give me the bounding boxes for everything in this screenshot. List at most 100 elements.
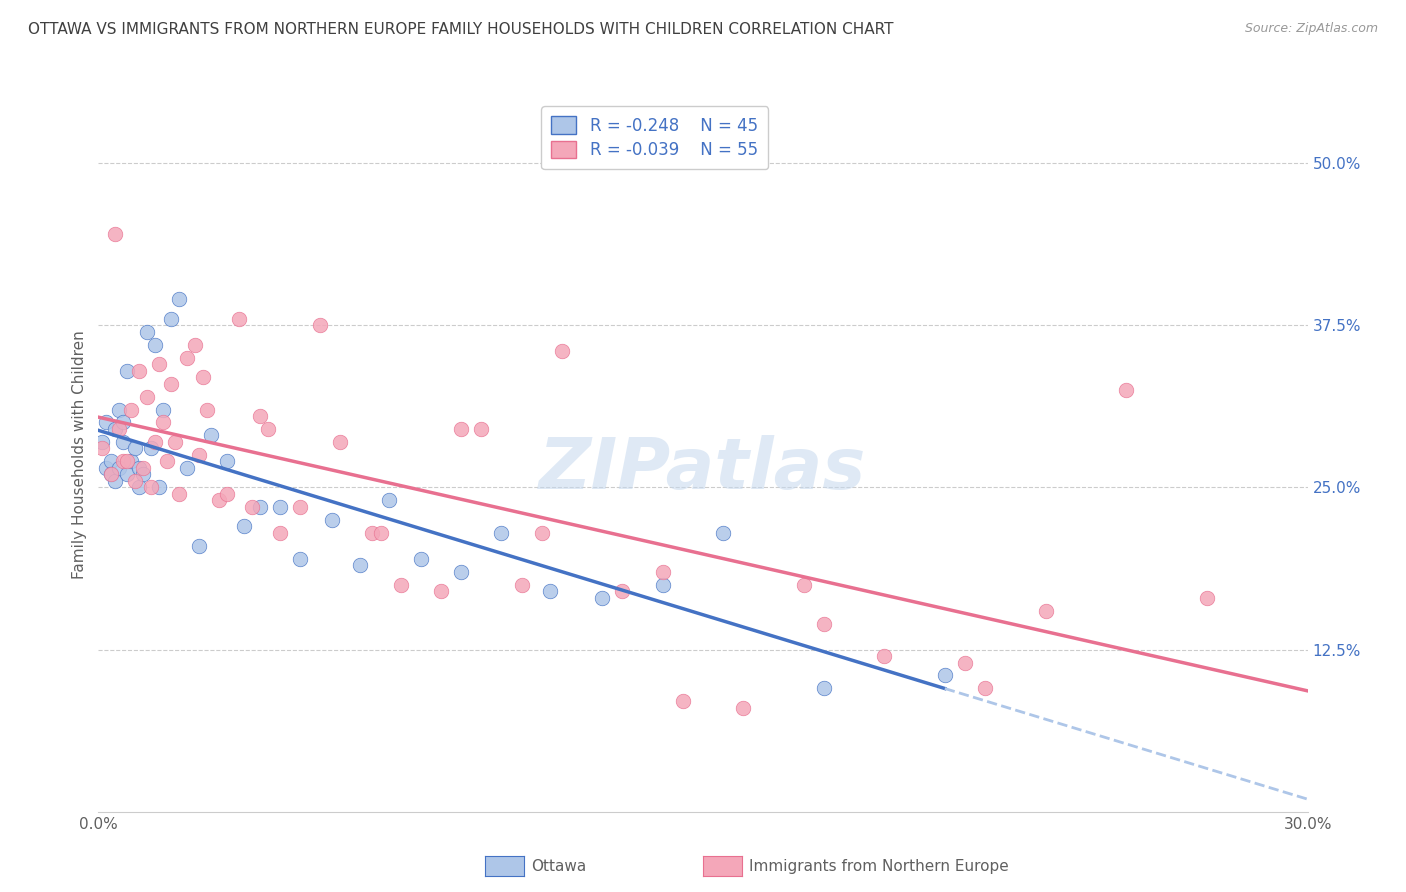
Point [143,337,166,351]
Point [139,442,162,456]
Point [672,694,695,708]
Point [813,681,835,696]
Text: Source: ZipAtlas.com: Source: ZipAtlas.com [1244,22,1378,36]
Point [91,442,114,456]
Point [124,442,146,456]
Point [148,480,170,494]
Point [184,337,207,351]
Point [329,434,352,449]
Point [409,551,432,566]
Point [176,351,198,365]
Point [269,500,291,514]
Point [256,422,278,436]
Point [148,357,170,371]
Point [934,668,956,682]
Y-axis label: Family Households with Children: Family Households with Children [72,331,87,579]
Point [107,461,129,475]
Point [240,500,263,514]
Point [249,500,271,514]
Point [100,467,122,482]
Point [953,656,976,670]
Point [450,565,472,579]
Point [107,422,129,436]
Point [115,454,138,468]
Point [551,344,574,359]
Point [873,648,896,663]
Point [1035,604,1057,618]
Point [377,493,399,508]
Point [193,370,215,384]
Point [152,402,174,417]
Point [430,584,453,599]
Point [176,461,198,475]
Point [100,467,122,482]
Point [389,577,412,591]
Point [160,376,183,391]
Point [813,616,835,631]
Point [132,461,155,475]
Point [167,292,190,306]
Text: ZIPatlas: ZIPatlas [540,434,866,504]
Point [111,434,134,449]
Point [793,577,815,591]
Point [96,416,118,430]
Point [115,363,138,377]
Point [228,311,250,326]
Point [120,454,142,468]
Point [208,493,231,508]
Point [128,480,150,494]
Point [152,416,174,430]
Point [232,519,254,533]
Point [103,422,125,436]
Point [128,363,150,377]
Point [269,525,291,540]
Point [612,584,634,599]
Point [217,487,239,501]
Point [103,227,125,242]
Point [288,551,311,566]
Point [103,474,125,488]
Point [510,577,533,591]
Point [120,402,142,417]
Point [450,422,472,436]
Point [538,584,561,599]
Point [491,525,513,540]
Point [974,681,997,696]
Point [167,487,190,501]
Point [288,500,311,514]
Point [591,591,613,605]
Point [91,434,114,449]
Point [321,513,343,527]
Point [139,480,162,494]
Text: OTTAWA VS IMMIGRANTS FROM NORTHERN EUROPE FAMILY HOUSEHOLDS WITH CHILDREN CORREL: OTTAWA VS IMMIGRANTS FROM NORTHERN EUROP… [28,22,894,37]
Point [135,390,157,404]
Text: Ottawa: Ottawa [531,859,586,873]
Point [188,539,211,553]
Point [135,325,157,339]
Point [711,525,734,540]
Point [530,525,553,540]
Text: Immigrants from Northern Europe: Immigrants from Northern Europe [749,859,1010,873]
Point [143,434,166,449]
Point [470,422,492,436]
Point [309,318,332,333]
Point [200,428,222,442]
Point [733,701,755,715]
Point [128,461,150,475]
Point [160,311,183,326]
Point [1115,383,1137,397]
Point [188,448,211,462]
Point [111,454,134,468]
Point [107,402,129,417]
Point [156,454,179,468]
Point [111,416,134,430]
Point [651,577,673,591]
Point [124,474,146,488]
Point [163,434,186,449]
Point [217,454,239,468]
Point [96,461,118,475]
Point [370,525,392,540]
Legend: R = -0.248    N = 45, R = -0.039    N = 55: R = -0.248 N = 45, R = -0.039 N = 55 [541,106,768,169]
Point [1195,591,1218,605]
Point [195,402,218,417]
